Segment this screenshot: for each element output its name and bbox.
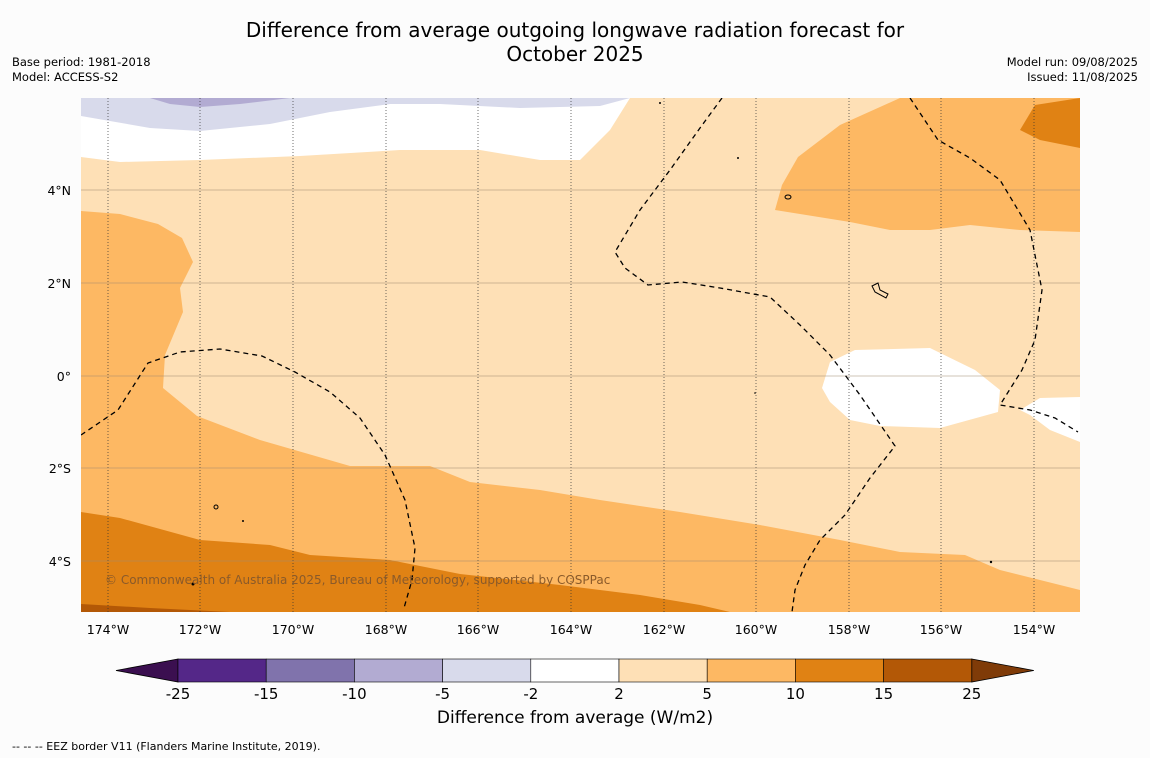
lat-label: 2°S [49, 461, 71, 476]
lon-label: 168°W [365, 622, 407, 637]
lon-label: 170°W [272, 622, 314, 637]
lon-label: 160°W [735, 622, 777, 637]
anomaly-field-10-15-south [81, 512, 730, 612]
anomaly-field-neg-2-5 [81, 98, 630, 131]
latitude-labels: 4°N 2°N 0° 2°S 4°S [47, 183, 71, 569]
lon-label: 158°W [828, 622, 870, 637]
model-name: Model: ACCESS-S2 [12, 70, 119, 84]
lat-label: 4°S [49, 554, 71, 569]
colorbar-segment [530, 658, 620, 683]
eez-borders [81, 98, 1079, 612]
colorbar-segment [442, 658, 532, 683]
colorbar-segment [618, 658, 708, 683]
parallel-gridlines [81, 189, 1080, 562]
colorbar-extend-low [115, 658, 179, 683]
lon-label: 164°W [550, 622, 592, 637]
colorbar-tick: 15 [874, 685, 893, 703]
anomaly-field-5-10-northeast [775, 98, 1080, 232]
base-period: Base period: 1981-2018 [12, 55, 151, 69]
lon-label: 172°W [179, 622, 221, 637]
colorbar-tick: -5 [435, 685, 450, 703]
lon-label: 154°W [1013, 622, 1055, 637]
lon-label: 156°W [920, 622, 962, 637]
colorbar-segment [706, 658, 796, 683]
map-plot-area [81, 98, 1080, 612]
title-line-1: Difference from average outgoing longwav… [245, 18, 905, 42]
issued-date: Issued: 11/08/2025 [1027, 70, 1138, 84]
title-line-2: October 2025 [506, 42, 644, 66]
map-title: Difference from average outgoing longwav… [0, 18, 1150, 66]
meta-right: Model run: 09/08/2025 Issued: 11/08/2025 [1007, 55, 1138, 85]
anomaly-field-15-25-south [81, 604, 230, 612]
eez-footnote: -- -- -- EEZ border V11 (Flanders Marine… [12, 740, 321, 753]
lat-label: 4°N [47, 183, 71, 198]
colorbar-label: Difference from average (W/m2) [436, 708, 714, 728]
lat-label: 0° [57, 369, 71, 384]
colorbar [115, 658, 1034, 683]
colorbar-segment [795, 658, 884, 683]
lon-label: 166°W [457, 622, 499, 637]
colorbar-segment [883, 658, 973, 683]
colorbar-segment [177, 658, 267, 683]
anomaly-field-neutral-east [1020, 397, 1080, 442]
anomaly-field-neg-5-10 [150, 98, 290, 107]
lat-label: 2°N [47, 276, 71, 291]
colorbar-extend-high [971, 658, 1034, 683]
lon-label: 174°W [87, 622, 129, 637]
anomaly-field-neutral-equator [822, 348, 1000, 428]
copyright-notice: © Commonwealth of Australia 2025, Bureau… [105, 573, 611, 587]
islands [213, 194, 889, 510]
anomaly-field-5-10-southwest [81, 211, 1080, 612]
colorbar-tick: 5 [702, 685, 712, 703]
meta-left: Base period: 1981-2018 Model: ACCESS-S2 [12, 55, 151, 85]
lon-label: 162°W [643, 622, 685, 637]
colorbar-tick: 25 [962, 685, 981, 703]
colorbar-tick: -15 [254, 685, 279, 703]
colorbar-tick: -10 [342, 685, 367, 703]
colorbar-tick: 10 [786, 685, 805, 703]
colorbar-segment [265, 658, 355, 683]
colorbar-tick: 2 [614, 685, 624, 703]
colorbar-segment [354, 658, 443, 683]
colorbar-tick: -25 [166, 685, 191, 703]
longitude-labels: 174°W 172°W 170°W 168°W 166°W 164°W 162°… [87, 622, 1055, 637]
anomaly-field-10-15-northeast [1020, 98, 1080, 148]
island-dots [191, 102, 993, 586]
colorbar-tick-labels: -25 -15 -10 -5 -2 2 5 10 15 25 [166, 685, 982, 703]
model-run: Model run: 09/08/2025 [1006, 55, 1138, 69]
colorbar-tick: -2 [523, 685, 538, 703]
